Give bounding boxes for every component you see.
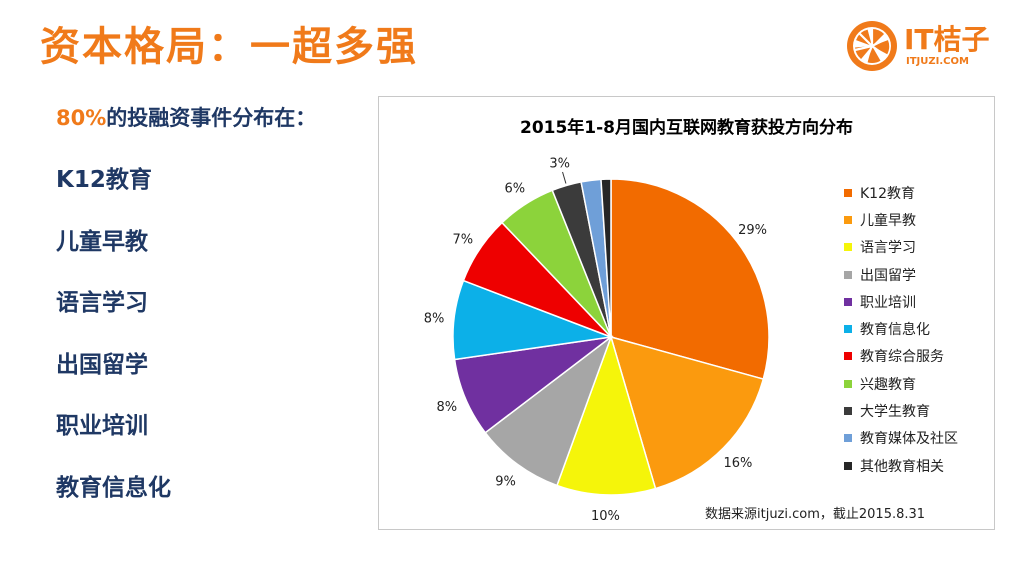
sector-item: K12教育	[56, 167, 152, 193]
sector-item: 儿童早教	[56, 228, 148, 255]
legend-swatch	[844, 243, 852, 252]
legend-swatch	[844, 215, 852, 224]
logo-url: ITJUZI.COM	[906, 56, 969, 67]
slice-label: 29%	[738, 223, 767, 238]
legend-label: 出国留学	[860, 267, 916, 284]
legend-label: 教育信息化	[860, 322, 930, 339]
legend-item: 教育信息化	[844, 315, 958, 342]
intro-rest: 的投融资事件分布在：	[106, 106, 317, 130]
pie-chart: 29% 16% 10% 9% 8% 8% 7% 6% 3%	[424, 156, 770, 524]
legend-swatch	[844, 270, 852, 279]
sector-item: 教育信息化	[56, 474, 171, 501]
sector-item: 语言学习	[56, 290, 148, 316]
legend-item: 其他教育相关	[844, 452, 958, 479]
slice-label: 9%	[495, 474, 516, 489]
sector-item: 职业培训	[56, 413, 148, 439]
pie-slice-0	[610, 178, 770, 381]
legend-label: 大学生教育	[860, 404, 930, 421]
legend-label: 教育媒体及社区	[860, 431, 958, 448]
slice-label: 8%	[424, 311, 445, 326]
pie-slice-2	[555, 334, 657, 496]
legend-swatch	[844, 188, 852, 197]
legend-swatch	[844, 461, 852, 470]
legend-item: 语言学习	[844, 234, 958, 261]
sector-list: K12教育 儿童早教 语言学习 出国留学 职业培训 教育信息化	[56, 160, 171, 529]
slice-label: 8%	[436, 400, 457, 415]
intro-text: 80%的投融资事件分布在：	[56, 102, 316, 132]
pie-slice-1	[609, 335, 765, 490]
logo-name: IT桔子	[904, 23, 990, 56]
legend-item: 儿童早教	[844, 206, 958, 233]
legend-swatch	[844, 325, 852, 334]
chart-legend: K12教育儿童早教语言学习出国留学职业培训教育信息化教育综合服务 兴趣教育大学生教…	[844, 179, 958, 479]
legend-label: 儿童早教	[860, 212, 916, 229]
legend-label: 语言学习	[860, 240, 916, 257]
sector-item: 出国留学	[56, 351, 148, 378]
slice-label: 10%	[591, 509, 620, 524]
legend-item: 出国留学	[844, 261, 958, 288]
legend-label: K12教育	[860, 185, 915, 202]
chart-panel: 2015年1-8月国内互联网教育获投方向分布 29% 16% 10% 9% 8% 8% 7%…	[378, 96, 995, 530]
legend-item: K12教育	[844, 179, 958, 206]
chart-title: 2015年1-8月国内互联网教育获投方向分布	[519, 118, 854, 138]
legend-swatch	[844, 379, 852, 388]
slide-title: 资本格局：一超多强	[40, 24, 418, 70]
legend-label: 职业培训	[860, 294, 916, 311]
legend-label: 其他教育相关	[860, 458, 944, 475]
legend-item: 职业培训	[844, 288, 958, 315]
chart-source: 数据来源itjuzi.com，截止2015.8.31	[705, 507, 926, 522]
slice-label: 6%	[504, 181, 525, 196]
legend-swatch	[844, 297, 852, 306]
orange-slice-icon	[847, 21, 897, 71]
legend-item: 教育媒体及社区	[844, 425, 958, 452]
legend-swatch	[844, 434, 852, 443]
leader-line	[562, 171, 567, 184]
legend-label: 兴趣教育	[860, 376, 916, 393]
slice-label: 16%	[723, 456, 752, 471]
legend-item: 大学生教育	[844, 397, 958, 424]
legend-item: 兴趣教育	[844, 370, 958, 397]
legend-label: 教育综合服务	[860, 349, 944, 366]
pie-slice-3	[484, 334, 613, 487]
pie-slice-10	[600, 178, 612, 338]
legend-swatch	[844, 407, 852, 416]
slice-label: 3%	[549, 156, 570, 171]
intro-highlight: 80%	[56, 106, 107, 130]
slice-label: 7%	[452, 232, 473, 247]
legend-swatch	[844, 352, 852, 361]
itjuzi-logo: IT桔子 ITJUZI.COM	[846, 20, 1006, 76]
legend-item: 教育综合服务	[844, 343, 958, 370]
